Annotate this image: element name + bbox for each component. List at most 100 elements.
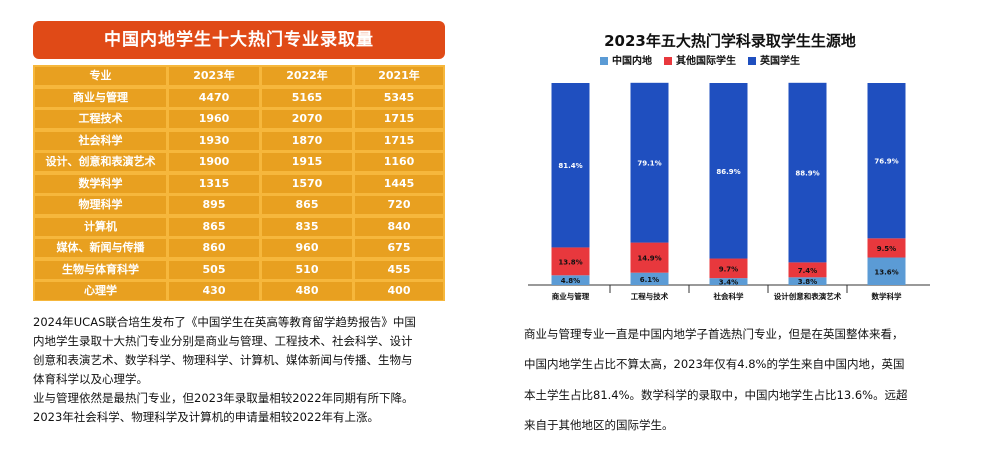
data-label: 9.7% <box>719 265 738 273</box>
table-cell: 设计、创意和表演艺术 <box>35 153 166 171</box>
data-label: 3.8% <box>798 278 817 286</box>
table-cell: 数学科学 <box>35 174 166 193</box>
table-header-row: 专业 2023年 2022年 2021年 <box>33 67 445 89</box>
table-header-cell: 2021年 <box>355 67 443 85</box>
table-cell: 505 <box>169 260 259 279</box>
x-tick-label: 商业与管理 <box>552 291 590 301</box>
table-cell: 5165 <box>262 88 352 107</box>
table-row: 设计、创意和表演艺术 1900 1915 1160 <box>33 153 445 175</box>
table-cell: 840 <box>355 217 443 236</box>
bar-segment <box>709 258 748 279</box>
data-label: 79.1% <box>637 160 661 168</box>
bar-segment <box>788 82 827 263</box>
text-line: 来自于其他地区的国际学生。 <box>524 418 674 432</box>
table-cell: 720 <box>355 196 443 214</box>
table-cell: 835 <box>262 217 352 236</box>
table-cell: 960 <box>262 239 352 257</box>
text-line: 体育科学以及心理学。 <box>33 372 148 386</box>
x-tick-label: 工程与技术 <box>631 291 669 301</box>
data-label: 14.9% <box>637 255 661 263</box>
table-row: 数学科学 1315 1570 1445 <box>33 174 445 197</box>
data-label: 13.8% <box>558 258 582 266</box>
table-title: 中国内地学生十大热门专业录取量 <box>33 21 445 59</box>
x-tick-label: 数学科学 <box>872 291 902 301</box>
stacked-bar-chart: 4.8% 13.8% 81.4% 商业与管理 6.1% 14.9% 79.1% 工程与技术 3.… <box>528 82 930 301</box>
bar-segment <box>788 277 827 285</box>
table-header-cell: 专业 <box>35 67 166 85</box>
chart-legend: 中国内地 其他国际学生 英国学生 <box>600 52 812 67</box>
text-line: 2024年UCAS联合培生发布了《中国学生在英高等教育留学趋势报告》中国 <box>33 315 416 329</box>
table-cell: 510 <box>262 260 352 279</box>
table-row: 社会科学 1930 1870 1715 <box>33 131 445 154</box>
text-line: 内地学生录取十大热门专业分别是商业与管理、工程技术、社会科学、设计 <box>33 334 413 348</box>
legend-swatch <box>748 57 756 65</box>
legend-swatch <box>600 57 608 65</box>
table-row: 生物与体育科学 505 510 455 <box>33 260 445 283</box>
table-header-cell: 2022年 <box>262 67 352 85</box>
legend-item: 英国学生 <box>748 52 800 67</box>
table-cell: 1445 <box>355 174 443 193</box>
bar-segment <box>709 83 748 259</box>
table-row: 物理科学 895 865 720 <box>33 196 445 218</box>
table-cell: 1930 <box>169 131 259 150</box>
data-label: 9.5% <box>877 245 896 253</box>
bar-segment <box>630 272 669 285</box>
table-cell: 媒体、新闻与传播 <box>35 239 166 257</box>
table-cell: 1315 <box>169 174 259 193</box>
table-cell: 1900 <box>169 153 259 171</box>
bar-segment <box>867 238 906 258</box>
table-header-cell: 2023年 <box>169 67 259 85</box>
legend-label: 中国内地 <box>612 56 652 67</box>
table-cell: 1715 <box>355 131 443 150</box>
text-line: 本土学生占比81.4%。数学科学的录取中，中国内地学生占比13.6%。远超 <box>524 387 908 402</box>
table-cell: 1915 <box>262 153 352 171</box>
data-label: 6.1% <box>640 276 659 284</box>
table-cell: 895 <box>169 196 259 214</box>
admissions-table: 专业 2023年 2022年 2021年 商业与管理 4470 5165 5345 工程技术 19… <box>33 65 445 301</box>
legend-swatch <box>664 57 672 65</box>
bar-segment <box>630 242 669 273</box>
data-label: 4.8% <box>561 277 580 285</box>
bar-segment <box>867 83 906 239</box>
table-cell: 2070 <box>262 110 352 128</box>
text-line: 中国内地学生占比不算太高，2023年仅有4.8%的学生来自中国内地，英国 <box>524 357 905 371</box>
table-cell: 1160 <box>355 153 443 171</box>
table-cell: 865 <box>169 217 259 236</box>
table-row: 心理学 430 480 400 <box>33 282 445 304</box>
table-row: 商业与管理 4470 5165 5345 <box>33 88 445 111</box>
text-line: 商业与管理专业一直是中国内地学子首选热门专业，但是在英国整体来看， <box>524 326 904 341</box>
table-cell: 计算机 <box>35 217 166 236</box>
text-line: 创意和表演艺术、数学科学、物理科学、计算机、媒体新闻与传播、生物与 <box>33 353 413 367</box>
bar-segment <box>551 83 590 248</box>
table-cell: 860 <box>169 239 259 257</box>
data-label: 13.6% <box>874 268 898 276</box>
bar-segment <box>551 275 590 285</box>
table-row: 媒体、新闻与传播 860 960 675 <box>33 239 445 261</box>
text-line: 业与管理依然是最热门专业，但2023年录取量相较2022年同期有所下降。 <box>33 391 414 405</box>
bar-segment <box>788 262 827 278</box>
left-description: 2024年UCAS联合培生发布了《中国学生在英高等教育留学趋势报告》中国 内地学生… <box>33 313 448 427</box>
data-label: 3.4% <box>719 279 738 287</box>
table-cell: 生物与体育科学 <box>35 260 166 279</box>
bar-segment <box>630 82 669 243</box>
table-cell: 1960 <box>169 110 259 128</box>
table-cell: 675 <box>355 239 443 257</box>
text-line: 2023年社会科学、物理科学及计算机的申请量相较2022年有上涨。 <box>33 410 380 424</box>
table-cell: 5345 <box>355 88 443 107</box>
x-tick-label: 设计创意和表演艺术 <box>774 291 842 301</box>
table-row: 工程技术 1960 2070 1715 <box>33 110 445 132</box>
table-cell: 社会科学 <box>35 131 166 150</box>
table-cell: 480 <box>262 282 352 300</box>
table-cell: 工程技术 <box>35 110 166 128</box>
table-cell: 4470 <box>169 88 259 107</box>
table-cell: 商业与管理 <box>35 88 166 107</box>
legend-item: 其他国际学生 <box>664 52 736 67</box>
table-cell: 物理科学 <box>35 196 166 214</box>
legend-label: 其他国际学生 <box>676 56 736 67</box>
table-cell: 865 <box>262 196 352 214</box>
bar-segment <box>867 257 906 285</box>
legend-item: 中国内地 <box>600 52 652 67</box>
table-cell: 1715 <box>355 110 443 128</box>
table-cell: 430 <box>169 282 259 300</box>
chart-title: 2023年五大热门学科录取学生生源地 <box>604 32 856 50</box>
